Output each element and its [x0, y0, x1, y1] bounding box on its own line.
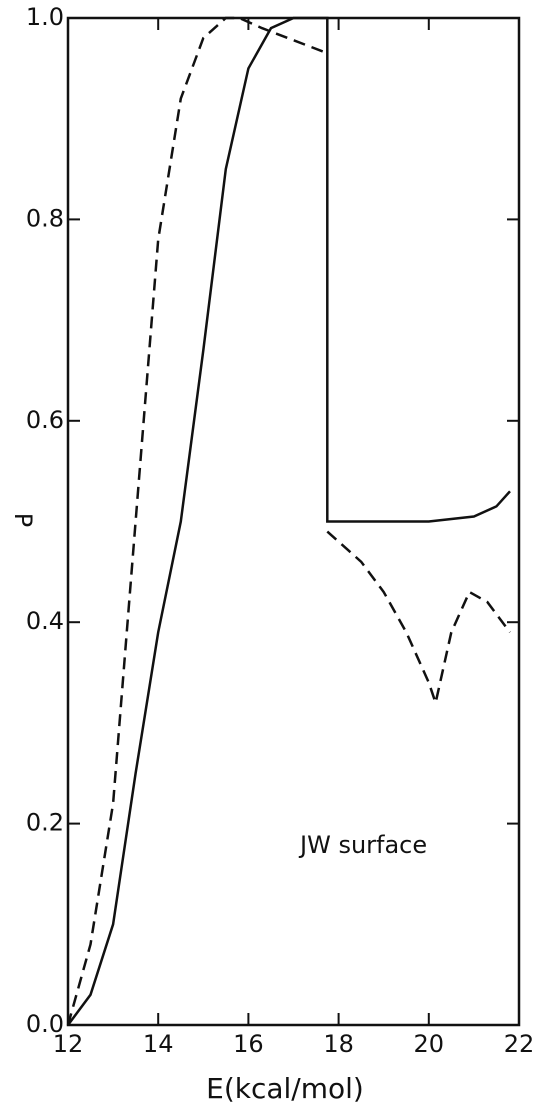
y-tick-label: 0.2 [26, 809, 64, 837]
plot-frame [66, 16, 521, 1027]
line-series [66, 16, 511, 1026]
x-tick-label: 22 [504, 1030, 535, 1058]
x-tick-label: 14 [143, 1030, 174, 1058]
x-axis-label: E(kcal/mol) [206, 1072, 364, 1105]
x-tick-label: 16 [233, 1030, 264, 1058]
y-tick-label: 1.0 [26, 3, 64, 31]
y-axis-label: P [9, 513, 37, 527]
x-tick-label: 12 [53, 1030, 84, 1058]
line-series [66, 16, 512, 1026]
y-tick-label: 0.8 [26, 204, 64, 232]
y-tick-label: 0.4 [26, 607, 64, 635]
x-tick-label: 20 [414, 1030, 445, 1058]
y-tick-label: 0.6 [26, 406, 64, 434]
x-tick-label: 18 [323, 1030, 354, 1058]
y-tick-label: 0.0 [26, 1010, 64, 1038]
annotation: JW surface [298, 831, 427, 859]
